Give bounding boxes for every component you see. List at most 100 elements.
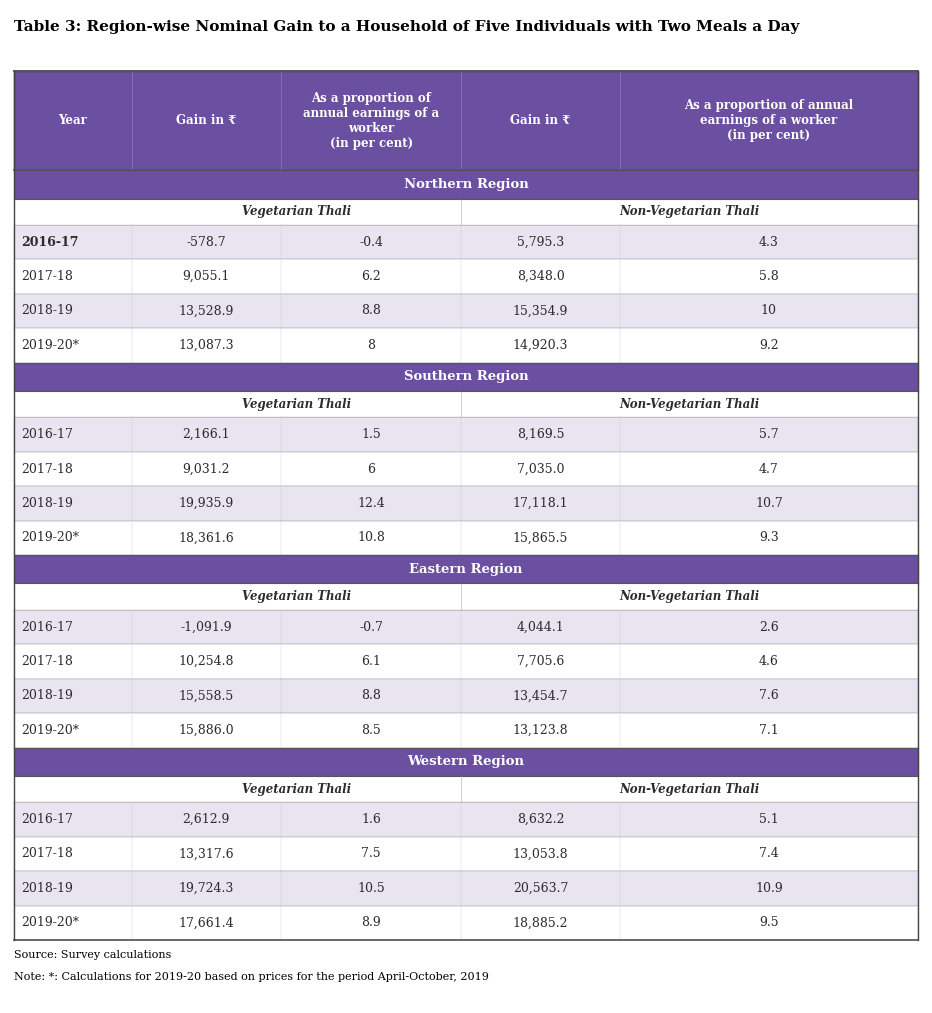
Bar	[14, 583, 918, 610]
Text: 8.9: 8.9	[362, 917, 381, 929]
Text: 4,044.1: 4,044.1	[516, 621, 565, 633]
Text: 2016-17: 2016-17	[21, 813, 74, 826]
Text: 12.4: 12.4	[357, 497, 385, 510]
Bar	[14, 679, 918, 713]
Bar	[14, 837, 918, 871]
Text: 10: 10	[761, 305, 777, 317]
Text: 14,920.3: 14,920.3	[513, 339, 569, 352]
Text: Non-Vegetarian Thali: Non-Vegetarian Thali	[620, 783, 760, 795]
Bar	[14, 452, 918, 486]
Bar	[14, 199, 918, 225]
Text: Source: Survey calculations: Source: Survey calculations	[14, 950, 171, 960]
Text: Non-Vegetarian Thali: Non-Vegetarian Thali	[620, 591, 760, 603]
Text: 2,166.1: 2,166.1	[183, 428, 230, 441]
Text: 4.6: 4.6	[759, 655, 779, 668]
Text: 18,885.2: 18,885.2	[513, 917, 569, 929]
Text: Table 3: Region-wise Nominal Gain to a Household of Five Individuals with Two Me: Table 3: Region-wise Nominal Gain to a H…	[14, 20, 800, 34]
Bar	[14, 391, 918, 417]
Text: 7.4: 7.4	[759, 848, 779, 860]
Text: 13,317.6: 13,317.6	[178, 848, 234, 860]
Text: 2017-18: 2017-18	[21, 270, 74, 283]
Text: 13,087.3: 13,087.3	[178, 339, 234, 352]
Bar	[14, 802, 918, 837]
Text: 5.1: 5.1	[759, 813, 779, 826]
Text: 9.2: 9.2	[759, 339, 778, 352]
Text: As a proportion of annual
earnings of a worker
(in per cent): As a proportion of annual earnings of a …	[684, 99, 854, 142]
Text: 9,055.1: 9,055.1	[183, 270, 230, 283]
Text: Vegetarian Thali: Vegetarian Thali	[242, 398, 351, 410]
Bar	[14, 906, 918, 940]
Text: 8: 8	[367, 339, 375, 352]
Text: 18,361.6: 18,361.6	[178, 532, 234, 544]
Text: 9,031.2: 9,031.2	[183, 463, 230, 475]
Bar	[14, 71, 918, 170]
Bar	[14, 610, 918, 644]
Text: 15,558.5: 15,558.5	[178, 690, 234, 702]
Text: 7.5: 7.5	[362, 848, 381, 860]
Bar	[14, 748, 918, 776]
Text: 2018-19: 2018-19	[21, 690, 74, 702]
Text: 2016-17: 2016-17	[21, 428, 74, 441]
Text: 4.3: 4.3	[759, 236, 779, 248]
Text: Vegetarian Thali: Vegetarian Thali	[242, 783, 351, 795]
Text: As a proportion of
annual earnings of a
worker
(in per cent): As a proportion of annual earnings of a …	[303, 91, 439, 150]
Bar	[14, 713, 918, 748]
Text: 6: 6	[367, 463, 375, 475]
Text: Gain in ₹: Gain in ₹	[511, 114, 570, 127]
Text: 2017-18: 2017-18	[21, 848, 74, 860]
Text: 2018-19: 2018-19	[21, 882, 74, 894]
Bar	[14, 294, 918, 328]
Text: 2017-18: 2017-18	[21, 655, 74, 668]
Text: 2019-20*: 2019-20*	[21, 724, 79, 736]
Text: Non-Vegetarian Thali: Non-Vegetarian Thali	[620, 206, 760, 218]
Text: 2016-17: 2016-17	[21, 621, 74, 633]
Text: 2018-19: 2018-19	[21, 305, 74, 317]
Bar	[14, 170, 918, 199]
Text: 2019-20*: 2019-20*	[21, 339, 79, 352]
Text: 2,612.9: 2,612.9	[183, 813, 230, 826]
Text: 2018-19: 2018-19	[21, 497, 74, 510]
Text: 8.5: 8.5	[362, 724, 381, 736]
Bar	[14, 871, 918, 906]
Text: 10.9: 10.9	[755, 882, 783, 894]
Text: Western Region: Western Region	[407, 756, 525, 768]
Text: 7.6: 7.6	[759, 690, 779, 702]
Bar	[14, 644, 918, 679]
Text: 4.7: 4.7	[759, 463, 779, 475]
Text: Southern Region: Southern Region	[404, 371, 528, 383]
Text: 19,935.9: 19,935.9	[178, 497, 234, 510]
Text: 8,632.2: 8,632.2	[517, 813, 565, 826]
Text: -578.7: -578.7	[186, 236, 226, 248]
Text: 20,563.7: 20,563.7	[513, 882, 569, 894]
Text: 13,123.8: 13,123.8	[513, 724, 569, 736]
Text: 13,528.9: 13,528.9	[178, 305, 234, 317]
Text: 17,661.4: 17,661.4	[178, 917, 234, 929]
Text: 5.7: 5.7	[759, 428, 778, 441]
Bar	[14, 417, 918, 452]
Text: 2016-17: 2016-17	[21, 236, 79, 248]
Text: Note: *: Calculations for 2019-20 based on prices for the period April-October, : Note: *: Calculations for 2019-20 based …	[14, 972, 489, 983]
Bar	[14, 363, 918, 391]
Text: 10,254.8: 10,254.8	[178, 655, 234, 668]
Text: Vegetarian Thali: Vegetarian Thali	[242, 591, 351, 603]
Text: 15,886.0: 15,886.0	[178, 724, 234, 736]
Text: 1.5: 1.5	[362, 428, 381, 441]
Text: Year: Year	[59, 114, 88, 127]
Text: -1,091.9: -1,091.9	[180, 621, 232, 633]
Text: -0.7: -0.7	[359, 621, 383, 633]
Text: 8,348.0: 8,348.0	[516, 270, 565, 283]
Text: 2019-20*: 2019-20*	[21, 917, 79, 929]
Text: 9.5: 9.5	[759, 917, 778, 929]
Bar	[14, 225, 918, 259]
Text: Northern Region: Northern Region	[404, 178, 528, 190]
Text: 7,035.0: 7,035.0	[517, 463, 565, 475]
Text: 7.1: 7.1	[759, 724, 779, 736]
Bar	[14, 486, 918, 521]
Text: 6.1: 6.1	[361, 655, 381, 668]
Text: Gain in ₹: Gain in ₹	[176, 114, 236, 127]
Bar	[14, 521, 918, 555]
Text: 8.8: 8.8	[361, 690, 381, 702]
Text: 10.8: 10.8	[357, 532, 385, 544]
Bar	[14, 555, 918, 583]
Text: 13,053.8: 13,053.8	[513, 848, 569, 860]
